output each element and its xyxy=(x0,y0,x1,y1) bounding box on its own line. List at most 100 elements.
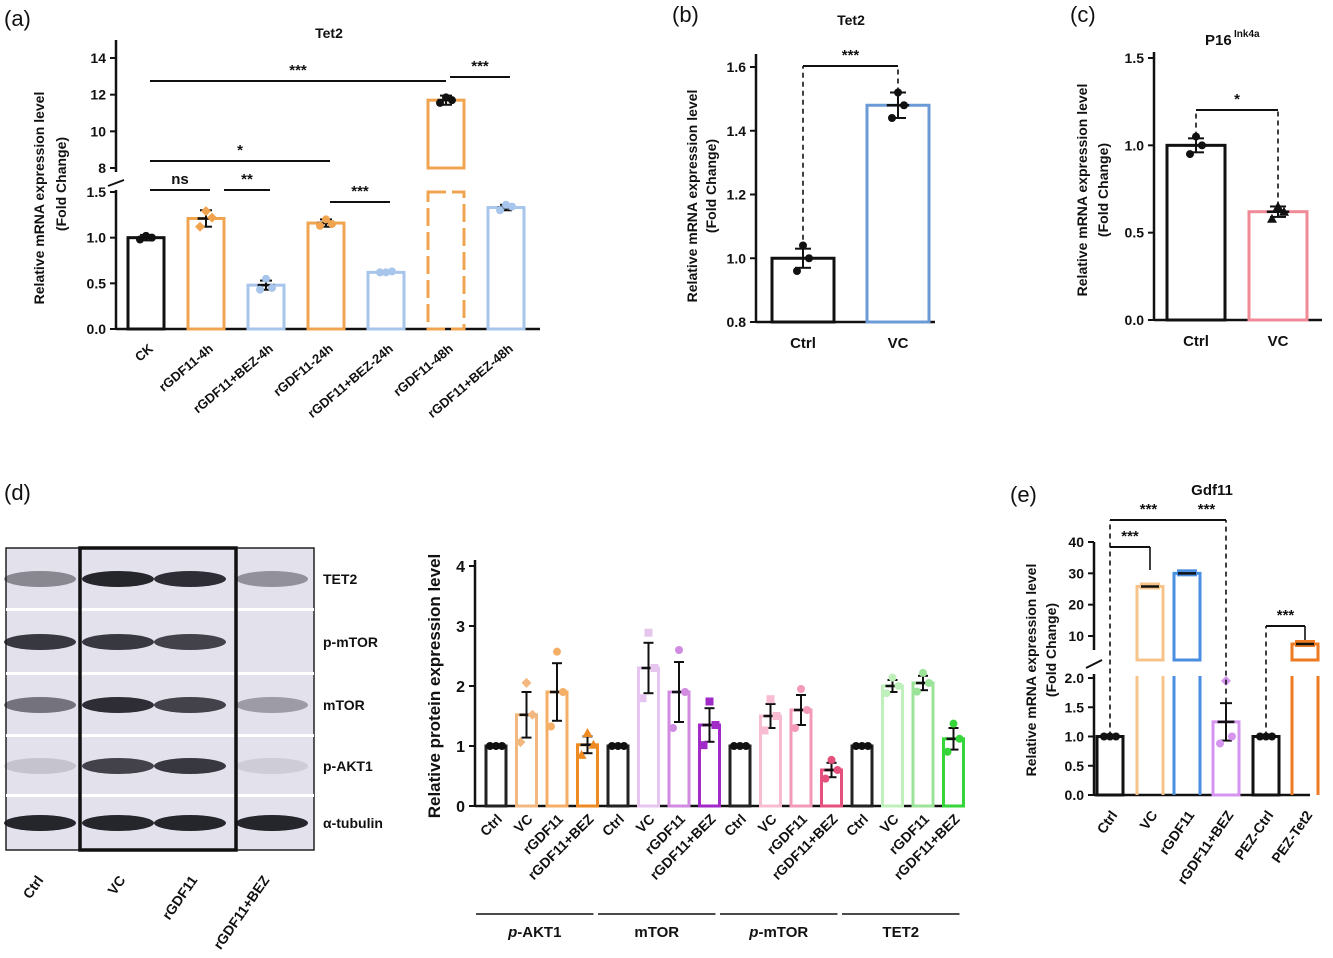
bar-d xyxy=(911,681,935,808)
blot-band-label: p-mTOR xyxy=(323,634,378,650)
y-tick-label-e: 0.0 xyxy=(1065,787,1085,803)
x-tick-label-d: VC xyxy=(755,811,780,836)
panel-a-chart: (a) Tet2 0.0 0.5 1.0 1.5 8 10 12 14 Relative mRNA … xyxy=(4,6,540,421)
data-point-a xyxy=(316,221,324,230)
data-point-d xyxy=(791,724,799,732)
data-point-d xyxy=(492,742,500,750)
blot-highlight-box xyxy=(78,546,238,852)
panel-label-a: (a) xyxy=(4,6,31,31)
data-point-a xyxy=(508,202,516,211)
data-point-e xyxy=(1100,732,1108,741)
blot-band xyxy=(154,758,226,774)
significance-bracket-c-label: * xyxy=(1234,91,1240,108)
significance-bracket-a-label: *** xyxy=(289,62,307,79)
data-point-b xyxy=(793,267,801,275)
data-point-d xyxy=(547,722,555,731)
blot-lane-label: rGDF11+BEZ xyxy=(210,872,273,952)
y-tick-label-c: 0.0 xyxy=(1125,312,1145,328)
y-tick-label-a: 1.0 xyxy=(87,230,107,246)
data-point-d xyxy=(527,709,538,720)
data-point-d xyxy=(772,712,781,720)
bar-a xyxy=(426,190,466,331)
y-tick-label-e: 2.0 xyxy=(1065,670,1085,686)
y-axis-label2-a: (Fold Change) xyxy=(53,137,69,231)
blot-band xyxy=(154,697,226,713)
blot-band xyxy=(236,697,308,713)
blot-row-separator xyxy=(6,608,314,611)
group-label-italic-d: p xyxy=(507,924,517,941)
data-point-d xyxy=(620,742,628,750)
data-point-d xyxy=(608,742,616,750)
bar-a xyxy=(186,216,226,331)
panel-label-b: (b) xyxy=(672,2,699,27)
bar-d xyxy=(728,744,752,808)
data-point-a xyxy=(382,268,390,277)
data-point-d xyxy=(638,694,647,703)
y-tick-label-b: 1.4 xyxy=(727,123,747,139)
significance-bracket-e-label: *** xyxy=(1121,528,1139,545)
y-tick-label-a: 10 xyxy=(90,123,106,139)
significance-bracket-a-label: ** xyxy=(241,171,253,188)
data-point-d xyxy=(515,737,526,748)
data-point-d xyxy=(955,734,964,743)
data-point-a xyxy=(268,283,276,292)
data-point-b xyxy=(888,114,896,122)
data-point-d xyxy=(582,728,593,738)
bar-e xyxy=(1095,735,1125,797)
x-tick-label-b: VC xyxy=(888,335,909,352)
blot-band xyxy=(82,634,154,650)
blot-row-separator xyxy=(6,794,314,797)
blot-band-label: p-AKT1 xyxy=(323,758,373,774)
group-label-rest-d: -mTOR xyxy=(758,924,808,941)
chart-title-e: Gdf11 xyxy=(1191,482,1233,499)
data-point-d xyxy=(821,774,830,783)
panel-e-chart: (e) Gdf11 0.0 0.5 1.0 1.5 2.0 10 20 30 40 Relative … xyxy=(1010,482,1320,887)
bar-d xyxy=(881,684,904,808)
y-tick-label-d: 2 xyxy=(456,679,465,696)
data-point-d xyxy=(681,688,689,696)
data-point-b xyxy=(805,254,813,263)
blot-band xyxy=(4,571,76,587)
x-tick-label-a: CK xyxy=(132,340,156,364)
data-point-d xyxy=(882,689,891,698)
data-point-a xyxy=(442,93,450,102)
data-point-d xyxy=(486,742,494,750)
x-tick-label-d: VC xyxy=(511,811,536,836)
y-tick-label-e: 40 xyxy=(1068,534,1084,550)
data-point-a xyxy=(322,215,330,224)
x-tick-label-e: VC xyxy=(1136,808,1160,833)
chart-title-superscript-c: Ink4a xyxy=(1234,29,1260,40)
bar-a xyxy=(126,236,166,331)
data-point-a xyxy=(195,221,205,232)
data-point-c xyxy=(1279,206,1289,216)
blot-band xyxy=(154,571,226,587)
x-tick-label-d: VC xyxy=(877,811,902,836)
panel-c-chart: (c) P16 Ink4a 0.0 0.5 1.0 1.5 Relative mRNA exp… xyxy=(1070,2,1322,350)
significance-bracket-a-label: * xyxy=(237,142,243,159)
data-point-d xyxy=(833,766,842,774)
y-tick-label-d: 0 xyxy=(456,799,465,816)
y-tick-label-d: 1 xyxy=(456,739,465,756)
data-point-d xyxy=(742,742,750,750)
y-tick-label-e: 0.5 xyxy=(1065,758,1085,774)
x-tick-label-d: Ctrl xyxy=(843,811,871,839)
data-point-a xyxy=(256,285,264,294)
data-point-d xyxy=(925,679,933,687)
data-point-d xyxy=(576,749,587,759)
blot-band xyxy=(82,571,154,587)
data-point-c xyxy=(1198,141,1206,150)
data-point-a xyxy=(207,212,217,223)
blot-band xyxy=(82,815,154,831)
panel-d-blot: (d) TET2 p-mTOR mTOR p-AKT1 α-tubulin Ctrl VC rG… xyxy=(4,480,383,952)
blot-row-separator xyxy=(6,672,314,675)
data-point-a xyxy=(388,267,396,276)
data-point-a xyxy=(448,96,456,105)
y-axis-label-a: Relative mRNA expression level xyxy=(31,92,47,305)
y-axis-label-b: Relative mRNA expression level xyxy=(684,90,700,303)
data-point-a xyxy=(436,98,444,107)
x-tick-label-b: Ctrl xyxy=(790,335,816,352)
y-axis-label-e: Relative mRNA expression level xyxy=(1023,564,1039,777)
y-tick-label-a: 0.0 xyxy=(87,321,107,337)
blot-band xyxy=(82,758,154,774)
group-label-rest-d: -AKT1 xyxy=(517,924,561,941)
